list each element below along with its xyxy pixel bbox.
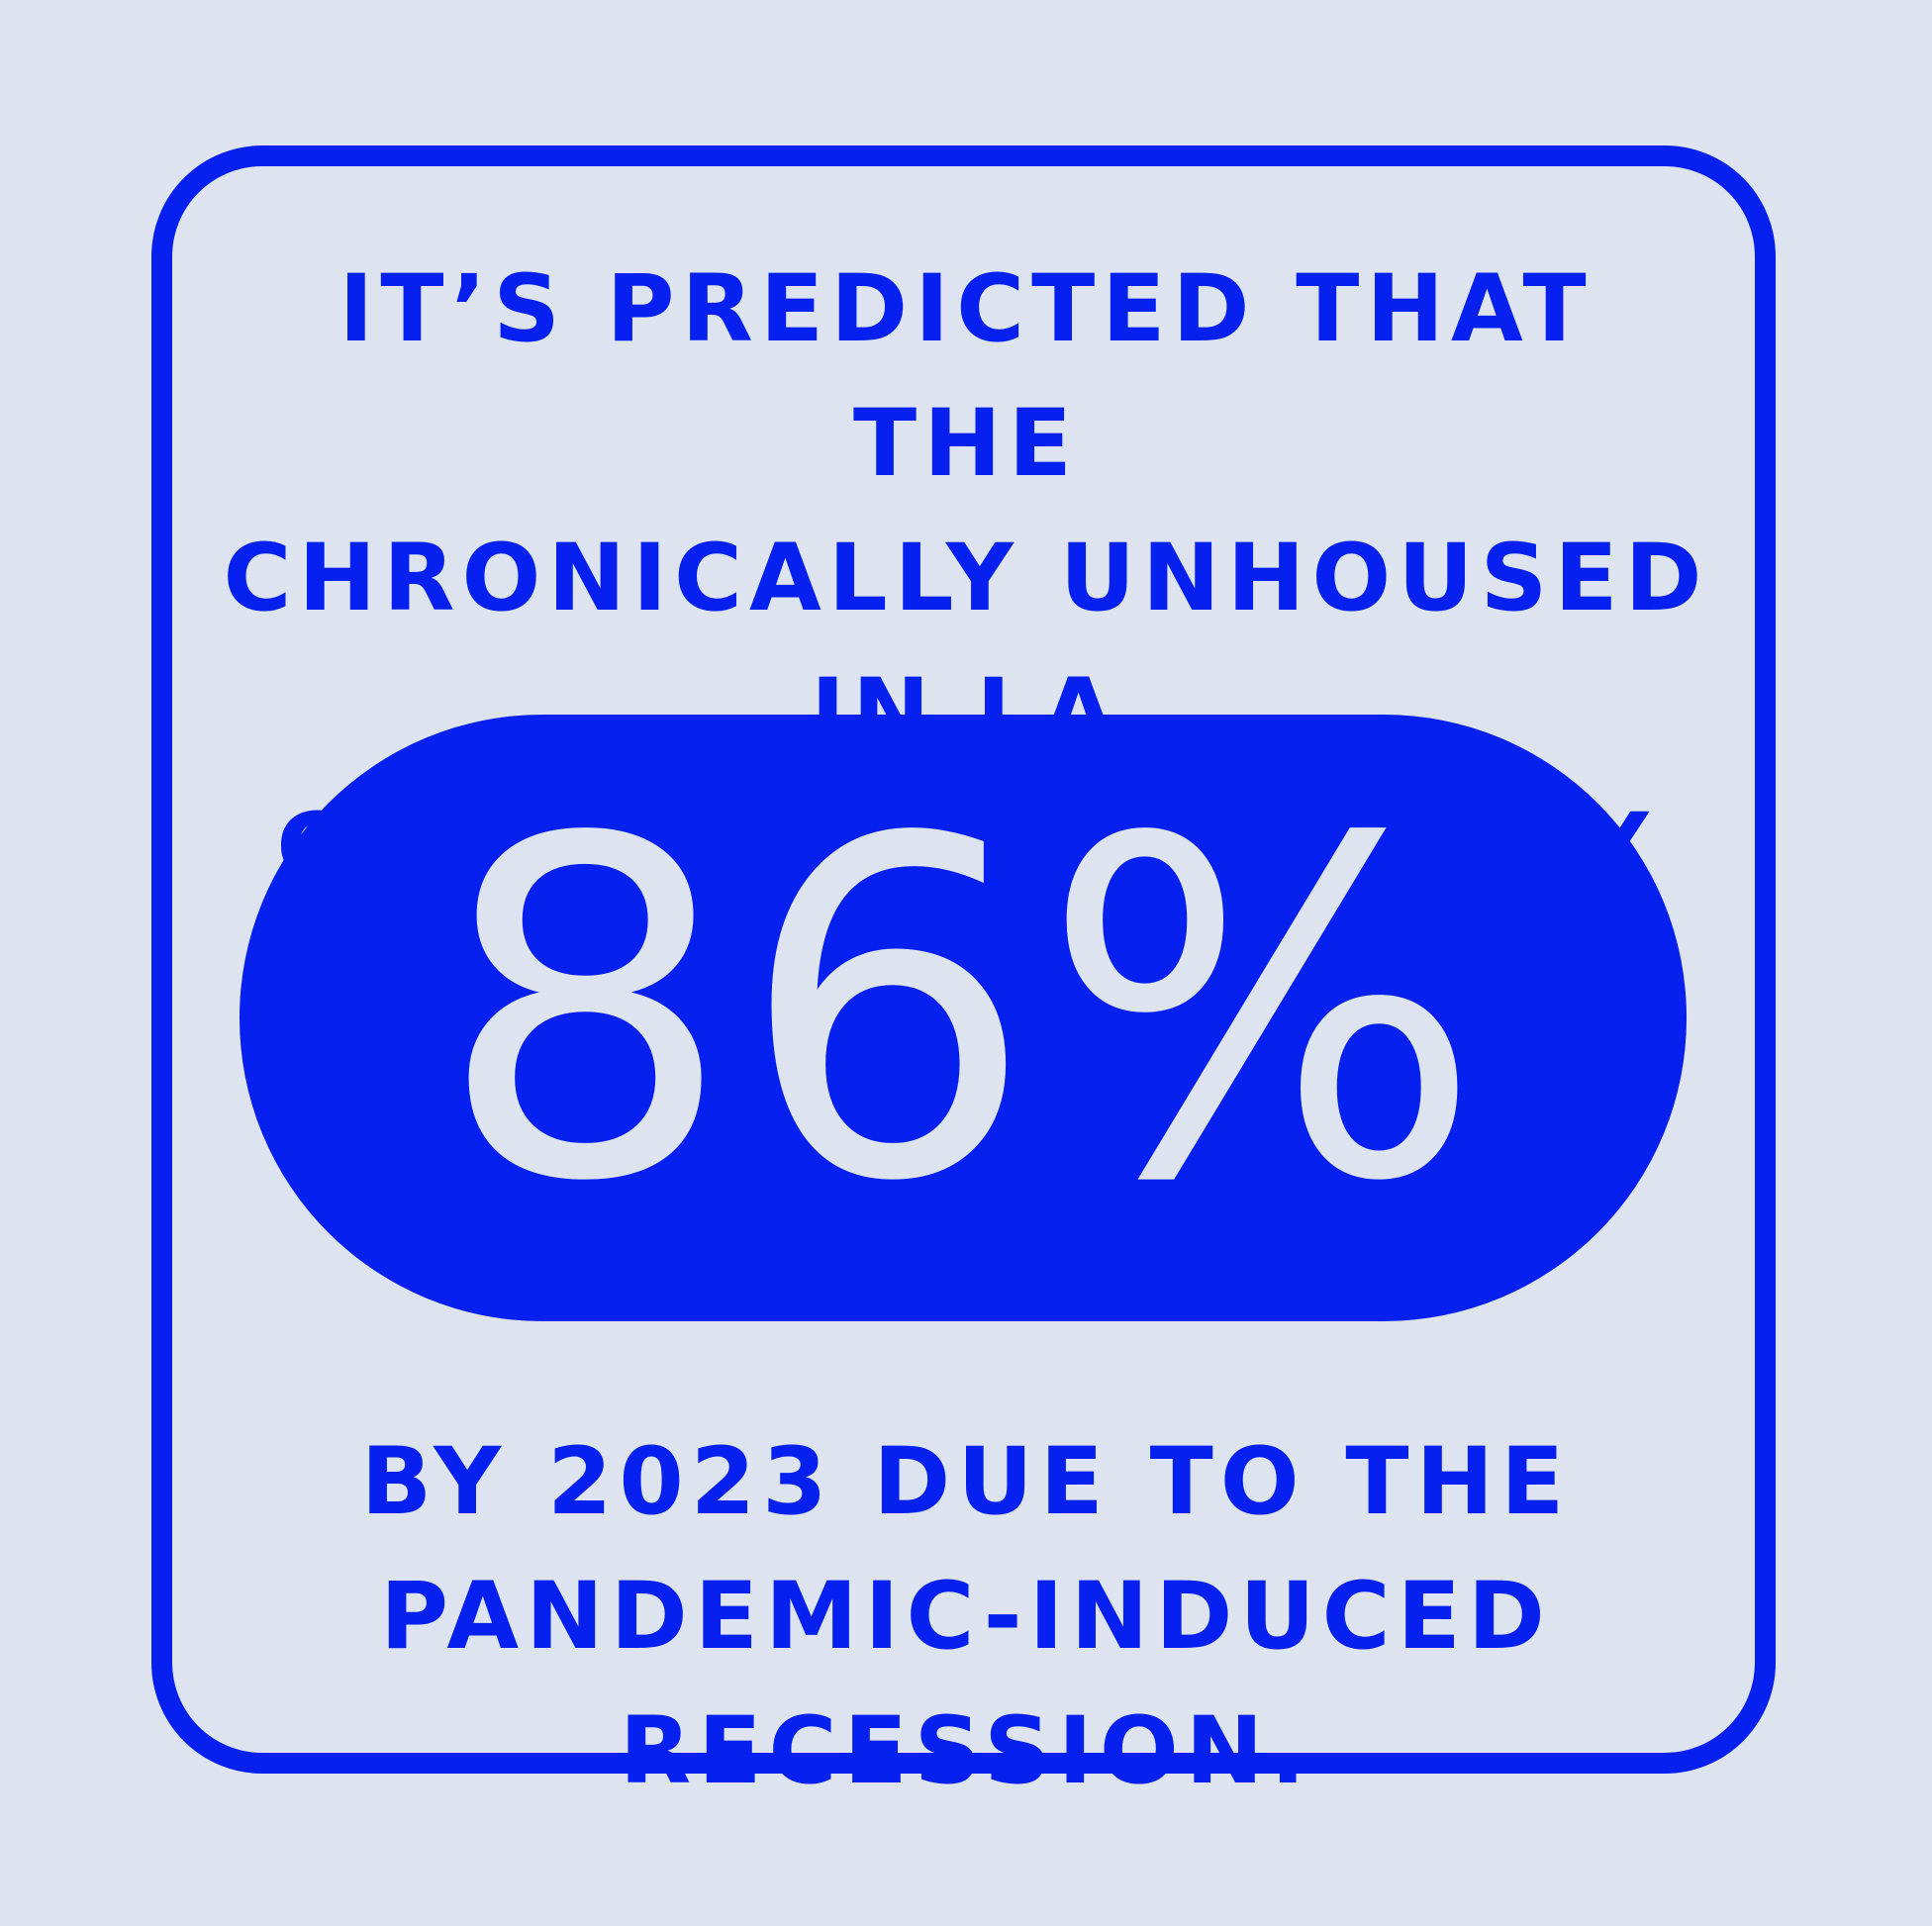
footer-text: BY 2023 DUE TO THE PANDEMIC-INDUCED RECE… bbox=[218, 1415, 1714, 1819]
card-frame bbox=[151, 145, 1776, 1774]
stat-value: 86% bbox=[436, 740, 1490, 1283]
stat-pill: 86% bbox=[240, 715, 1687, 1321]
footer-line-2: PANDEMIC-INDUCED RECESSION. bbox=[380, 1563, 1552, 1805]
headline-line-1: IT’S PREDICTED THAT THE bbox=[338, 255, 1594, 498]
footer-line-1: BY 2023 DUE TO THE bbox=[360, 1428, 1572, 1536]
